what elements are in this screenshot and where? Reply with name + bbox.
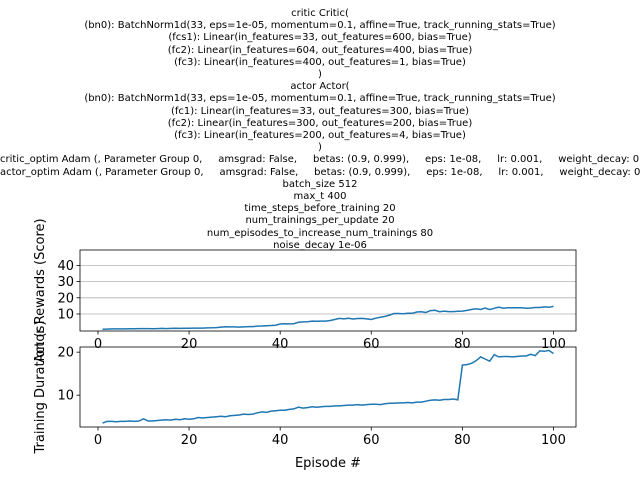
rewards-xtick-label: 40 [272,337,289,352]
rewards-xtick-label: 80 [454,337,471,352]
duration-line [103,350,554,423]
duration-ylabel: Training Duration (s) [33,321,48,455]
duration-ytick-label: 10 [57,389,74,404]
rewards-line [103,306,554,329]
rewards-xtick-label: 20 [181,337,198,352]
rewards-xtick-label: 0 [94,337,102,352]
duration-xtick-label: 0 [94,433,102,448]
duration-xtick-label: 40 [272,433,289,448]
duration-xtick-label: 60 [363,433,380,448]
rewards-ytick-label: 40 [57,259,74,274]
rewards-xtick-label: 60 [363,337,380,352]
duration-axes-frame [80,347,576,427]
rewards-xtick-label: 100 [541,337,566,352]
duration-axes: 10 20 0 20 40 60 80 100 Training Duration (s) E… [33,321,576,471]
rewards-axes-frame [80,250,576,331]
duration-xtick-label: 80 [454,433,471,448]
duration-ytick-label: 20 [57,346,74,361]
episode-xlabel: Episode # [295,456,361,471]
rewards-grid [80,265,576,314]
duration-xtick-label: 100 [541,433,566,448]
duration-xtick-label: 20 [181,433,198,448]
rewards-ytick-label: 10 [57,307,74,322]
rewards-ytick-label: 20 [57,291,74,306]
rewards-ytick-label: 30 [57,275,74,290]
